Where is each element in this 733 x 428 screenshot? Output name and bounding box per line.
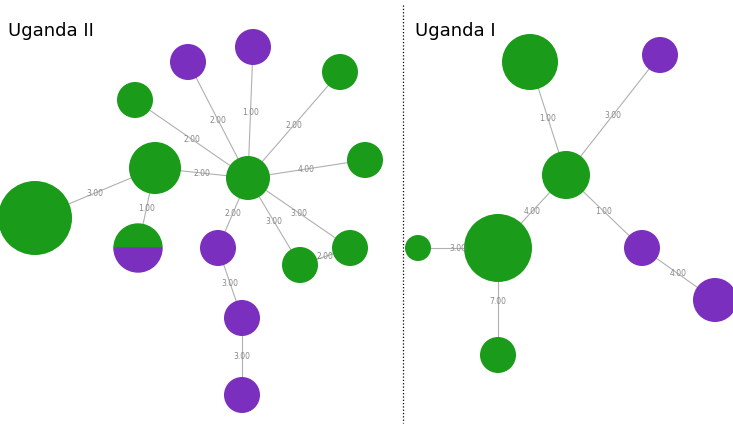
Circle shape: [332, 230, 368, 266]
Text: 7.00: 7.00: [490, 297, 507, 306]
Circle shape: [282, 247, 318, 283]
Text: 2.00: 2.00: [286, 121, 303, 130]
Wedge shape: [114, 248, 162, 272]
Circle shape: [0, 181, 72, 255]
Text: 3.00: 3.00: [221, 279, 238, 288]
Text: 3.00: 3.00: [449, 244, 466, 253]
Text: 1.00: 1.00: [138, 203, 155, 212]
Circle shape: [464, 214, 532, 282]
Text: 4.00: 4.00: [523, 207, 540, 216]
Text: 1.00: 1.00: [242, 108, 259, 117]
Text: 3.00: 3.00: [265, 217, 282, 226]
Text: 1.00: 1.00: [539, 114, 556, 123]
Text: 2.00: 2.00: [317, 252, 334, 261]
Text: 4.00: 4.00: [670, 270, 687, 279]
Circle shape: [542, 151, 590, 199]
Circle shape: [693, 278, 733, 322]
Text: Uganda II: Uganda II: [8, 22, 94, 40]
Circle shape: [480, 337, 516, 373]
Text: 3.00: 3.00: [234, 352, 251, 361]
Text: 3.00: 3.00: [605, 110, 622, 119]
Text: 2.00: 2.00: [210, 116, 226, 125]
Circle shape: [347, 142, 383, 178]
Circle shape: [224, 377, 260, 413]
Circle shape: [642, 37, 678, 73]
Circle shape: [200, 230, 236, 266]
Text: Uganda I: Uganda I: [415, 22, 496, 40]
Text: 3.00: 3.00: [290, 208, 308, 217]
Circle shape: [226, 156, 270, 200]
Text: 3.00: 3.00: [86, 188, 103, 197]
Text: 2.00: 2.00: [224, 208, 241, 217]
Text: 4.00: 4.00: [298, 164, 315, 173]
Circle shape: [624, 230, 660, 266]
Wedge shape: [114, 224, 162, 248]
Circle shape: [322, 54, 358, 90]
Circle shape: [170, 44, 206, 80]
Circle shape: [502, 34, 558, 90]
Text: 2.00: 2.00: [183, 134, 200, 143]
Circle shape: [235, 29, 271, 65]
Text: 1.00: 1.00: [595, 207, 613, 216]
Circle shape: [117, 82, 153, 118]
Text: 2.00: 2.00: [193, 169, 210, 178]
Circle shape: [129, 142, 181, 194]
Circle shape: [224, 300, 260, 336]
Circle shape: [405, 235, 431, 261]
